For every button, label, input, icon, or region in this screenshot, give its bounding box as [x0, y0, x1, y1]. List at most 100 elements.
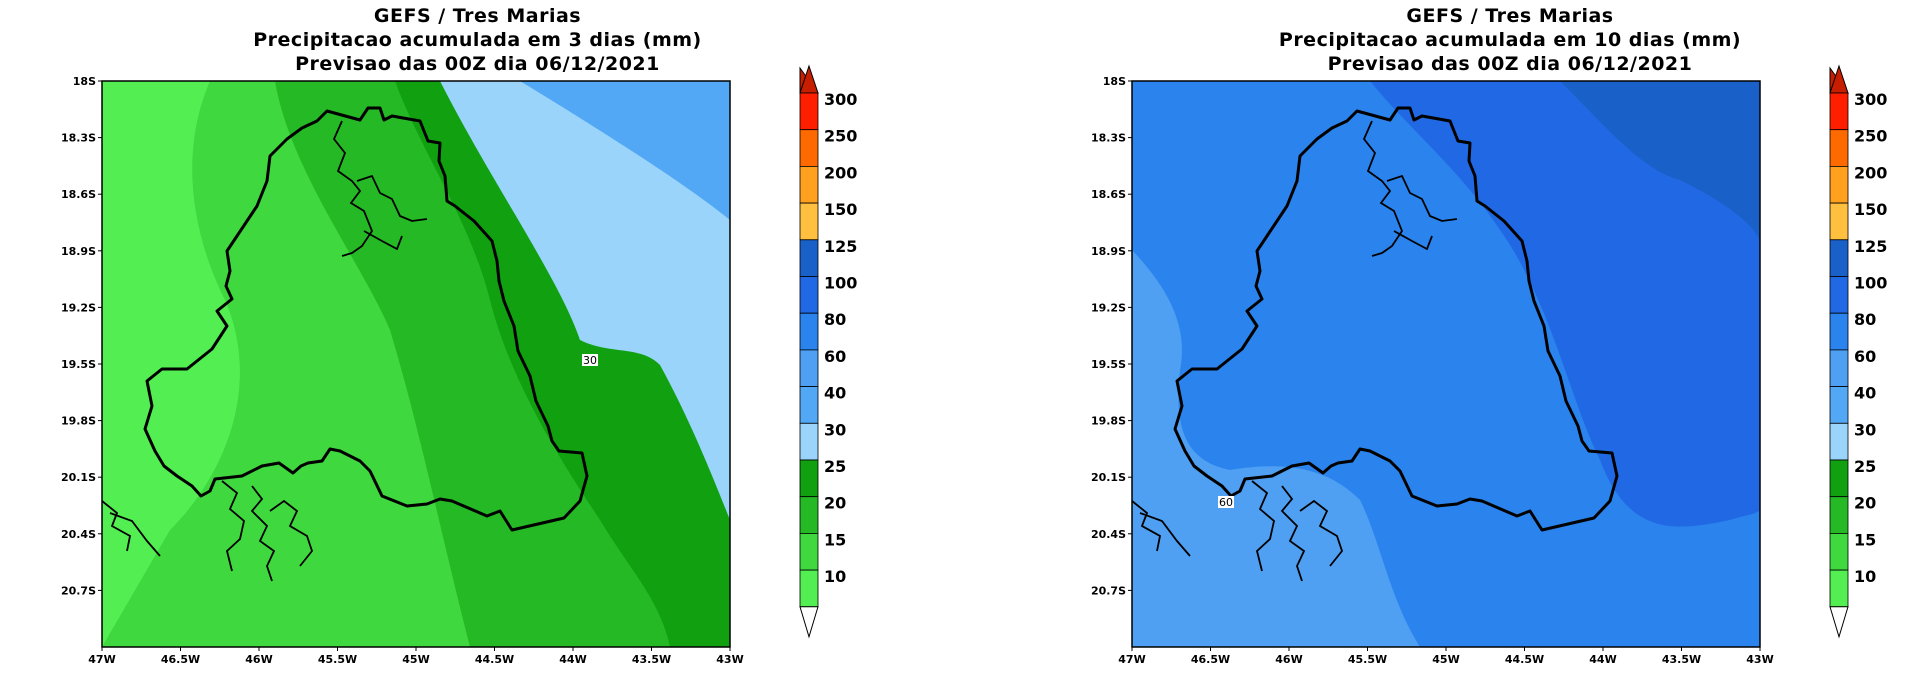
basin-outline	[143, 106, 589, 532]
lat-tick-label: 18S	[73, 75, 96, 88]
colorbar-label: 150	[1854, 200, 1887, 219]
colorbar-segment	[799, 239, 819, 277]
colorbar-segment	[1829, 422, 1849, 461]
colorbar-bottom-arrow	[1829, 606, 1849, 639]
reservoir-outline	[1139, 512, 1191, 557]
colorbar-label: 20	[1854, 494, 1876, 513]
reservoir-outline	[1299, 499, 1344, 567]
colorbar-segment	[799, 496, 819, 534]
colorbar-segment	[799, 92, 819, 131]
contour-label: 30	[582, 354, 598, 367]
colorbar-label: 10	[824, 567, 846, 586]
colorbar-label: 30	[1854, 420, 1876, 439]
map-title: GEFS / Tres Marias Precipitacao acumulad…	[0, 4, 955, 76]
map-fills	[1132, 81, 1760, 647]
title-line-1: GEFS / Tres Marias	[1406, 5, 1614, 27]
colorbar-segment	[1829, 349, 1849, 387]
reservoir-outline	[269, 499, 314, 567]
colorbar-label: 125	[1854, 237, 1887, 256]
colorbar-segment	[1829, 459, 1849, 498]
lat-tick-label: 20.7S	[61, 584, 96, 597]
colorbar-segment	[1829, 386, 1849, 424]
contour-label-bg	[582, 354, 598, 366]
map-title: GEFS / Tres Marias Precipitacao acumulad…	[1030, 4, 1910, 76]
colorbar-label: 60	[824, 347, 846, 366]
colorbar-segment	[799, 459, 819, 498]
colorbar: 300 250 200 150 125 100 80 60 40 30 25 20 15 10	[799, 64, 857, 639]
lon-tick-label: 45W	[1432, 653, 1459, 666]
colorbar-label: 30	[824, 420, 846, 439]
colorbar-segment	[799, 422, 819, 461]
colorbar-label: 25	[1854, 457, 1876, 476]
colorbar-label: 300	[1854, 90, 1887, 109]
lon-tick-label: 43.5W	[632, 653, 671, 666]
lon-tick-label: 43W	[1746, 653, 1773, 666]
lon-tick-label: 45W	[402, 653, 429, 666]
colorbar-label: 200	[824, 163, 857, 182]
fill-40-60	[520, 81, 730, 220]
precipitation-map: 60 18S 18.3S 18.6S 18.9S 19.2S 19.5S 19.8S 20.1S…	[1091, 64, 1887, 666]
lon-tick-label: 43.5W	[1662, 653, 1701, 666]
reservoir-outline	[1386, 174, 1458, 222]
reservoir-outline	[109, 512, 161, 557]
lon-tick-label: 46.5W	[1191, 653, 1230, 666]
colorbar-segment	[799, 165, 819, 204]
colorbar-segment	[799, 569, 819, 608]
reservoir-outline	[332, 120, 374, 257]
reservoir-outline	[1251, 480, 1275, 572]
outlines	[101, 106, 589, 582]
colorbar-segment	[1829, 92, 1849, 131]
colorbar-segment	[1829, 202, 1849, 241]
lat-tick-label: 18.3S	[61, 132, 96, 145]
map-fills	[102, 81, 730, 647]
colorbar-segment	[1829, 276, 1849, 314]
lat-tick-label: 20.1S	[61, 471, 96, 484]
title-line-1: GEFS / Tres Marias	[373, 5, 582, 27]
colorbar-segment	[799, 202, 819, 241]
contour-label-text: 60	[1219, 496, 1233, 509]
reservoir-outline	[363, 230, 403, 251]
colorbar-label: 250	[824, 127, 857, 146]
colorbar-segment	[1829, 129, 1849, 167]
lat-tick-label: 19.8S	[61, 415, 96, 428]
reservoir-outline	[101, 500, 132, 552]
lat-tick-label: 18.6S	[61, 188, 96, 201]
lat-tick-label: 18S	[1103, 75, 1126, 88]
contour-label: 60	[1218, 496, 1234, 509]
lat-tick-label: 18.9S	[61, 245, 96, 258]
lon-tick-label: 47W	[1118, 653, 1145, 666]
lat-tick-label: 20.4S	[1091, 528, 1126, 541]
basin-outline	[1173, 106, 1619, 532]
lat-tick-label: 19.8S	[1091, 415, 1126, 428]
colorbar-segment	[799, 312, 819, 351]
colorbar-label: 100	[1854, 274, 1887, 293]
colorbar-label: 40	[824, 384, 846, 403]
colorbar-segment	[1829, 165, 1849, 204]
lat-tick-label: 19.5S	[1091, 358, 1126, 371]
colorbar-segment	[799, 386, 819, 424]
lon-tick-label: 46.5W	[161, 653, 200, 666]
panel-10day: GEFS / Tres Marias Precipitacao acumulad…	[1030, 0, 1910, 684]
reservoir-outline	[250, 485, 276, 582]
colorbar-label: 80	[1854, 310, 1876, 329]
reservoir-outline	[356, 174, 428, 222]
reservoir-outline	[1131, 500, 1162, 552]
fill-100-125	[1560, 81, 1760, 240]
colorbar: 300 250 200 150 125 100 80 60 40 30 25 20 15 10	[1829, 64, 1887, 639]
lat-tick-label: 18.3S	[1091, 132, 1126, 145]
colorbar-segment	[799, 533, 819, 571]
colorbar-label: 15	[1854, 530, 1876, 549]
lon-tick-label: 44.5W	[1505, 653, 1544, 666]
lon-tick-label: 46W	[1275, 653, 1302, 666]
colorbar-label: 300	[824, 90, 857, 109]
lon-tick-label: 46W	[245, 653, 272, 666]
title-line-3: Previsao das 00Z dia 06/12/2021	[295, 53, 660, 75]
colorbar-segment	[799, 349, 819, 387]
reservoir-outline	[1280, 485, 1306, 582]
title-line-2: Precipitacao acumulada em 10 dias (mm)	[1278, 29, 1742, 51]
colorbar-label: 60	[1854, 347, 1876, 366]
lon-tick-label: 45.5W	[1348, 653, 1387, 666]
lat-tick-label: 18.6S	[1091, 188, 1126, 201]
colorbar-label: 125	[824, 237, 857, 256]
colorbar-label: 100	[824, 274, 857, 293]
